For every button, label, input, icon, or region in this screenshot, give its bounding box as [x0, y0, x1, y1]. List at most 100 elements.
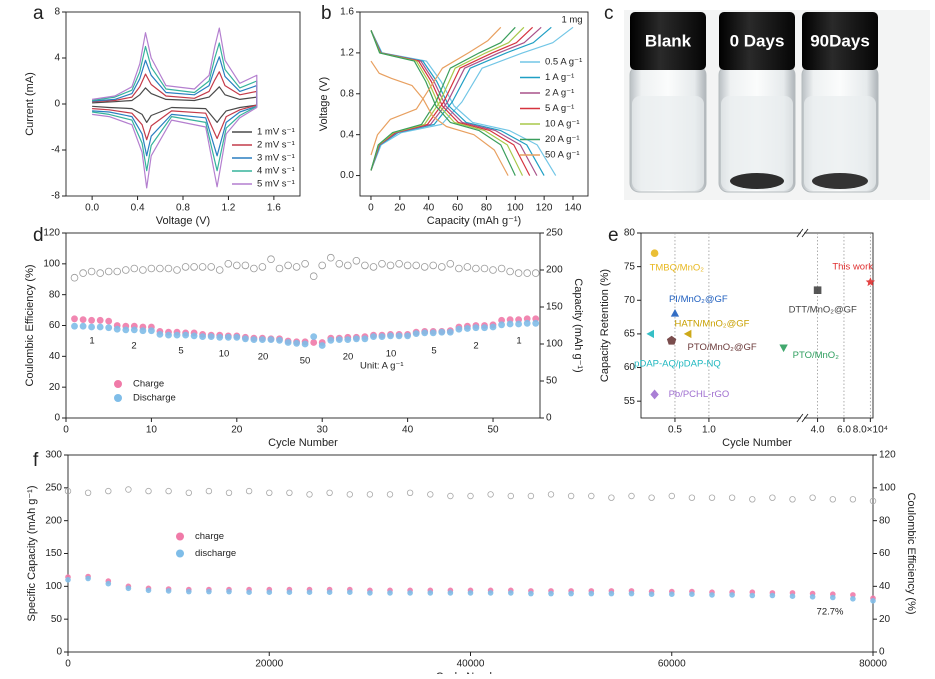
legend-swatch [176, 532, 184, 541]
data-point [528, 590, 534, 597]
y-axis-title: Specific Capacity (mAh g⁻¹) [26, 485, 38, 621]
x-tick-label: 1.0 [702, 425, 716, 436]
data-point [335, 336, 343, 343]
data-point [447, 590, 454, 596]
y2-axis-title: Capacity (mAh g⁻¹) [572, 278, 584, 372]
data-point [88, 323, 95, 331]
y-tick-label: 0 [56, 647, 62, 658]
y-tick-label: 0.0 [340, 170, 354, 181]
data-point [809, 494, 816, 501]
y-tick-label: 250 [45, 482, 62, 493]
data-point [105, 580, 112, 587]
data-point [472, 264, 480, 273]
data-point [156, 264, 164, 273]
data-point [147, 264, 156, 273]
vial-liquid [804, 96, 876, 190]
data-point [292, 263, 301, 271]
data-point [421, 329, 429, 337]
data-point [489, 323, 497, 331]
data-point [293, 339, 300, 347]
data-point [480, 264, 489, 273]
vial-cap [630, 12, 706, 70]
data-point [849, 496, 857, 503]
data-point [406, 489, 414, 496]
y-tick-label: 60 [49, 320, 61, 331]
data-point [548, 590, 554, 597]
data-point [181, 263, 190, 271]
data-point [869, 497, 877, 505]
data-point [224, 259, 233, 268]
vial-liquid [632, 96, 704, 190]
data-point [275, 264, 284, 273]
series-line [370, 26, 574, 176]
data-point [769, 494, 776, 501]
data-point [361, 335, 369, 343]
data-point [438, 328, 446, 336]
data-point [185, 489, 192, 496]
data-point [301, 340, 309, 348]
data-point [125, 585, 132, 592]
data-point [84, 489, 92, 496]
data-point [199, 333, 207, 340]
photo: Blank 0 Days 90Days [624, 10, 930, 200]
data-point [487, 491, 494, 498]
y-tick-label: 0.8 [340, 88, 354, 99]
data-point [113, 267, 121, 276]
annotation: 50 [300, 356, 311, 367]
data-point [709, 592, 715, 598]
annotation: 72.7% [817, 607, 844, 618]
y2-tick-label: 50 [546, 376, 558, 387]
data-point [588, 590, 595, 597]
data-point [378, 333, 386, 340]
legend-label: discharge [195, 548, 236, 559]
y-tick-label: 0 [54, 413, 60, 424]
data-point [708, 494, 716, 501]
data-point [669, 591, 675, 597]
data-point [650, 249, 659, 257]
data-point [353, 335, 360, 343]
data-point [404, 332, 411, 340]
data-point [215, 266, 224, 274]
data-point [427, 491, 434, 498]
data-point [395, 332, 403, 340]
data-point [64, 487, 72, 495]
data-point [507, 492, 514, 500]
data-point [497, 264, 506, 273]
data-point [267, 336, 275, 343]
data-point [427, 590, 434, 596]
data-point [190, 332, 198, 340]
x-tick-label: 0 [63, 425, 69, 436]
vial-liquid [721, 96, 793, 190]
data-point [318, 342, 326, 349]
data-point [608, 494, 615, 501]
y-tick-label: 70 [624, 295, 636, 306]
data-point [429, 329, 437, 337]
panel-label: f [33, 450, 39, 471]
axis-break-mark [796, 228, 804, 238]
y-tick-label: 150 [45, 548, 62, 559]
data-point [809, 594, 816, 600]
data-point [367, 590, 373, 596]
data-point [568, 590, 574, 597]
data-point [829, 496, 836, 503]
data-point [506, 320, 514, 328]
data-point [683, 329, 692, 339]
point-label: PTO/MnO₂@GF [688, 342, 757, 353]
data-point [70, 273, 79, 282]
data-point [148, 327, 155, 335]
y2-axis-title: Coulombic Efficiency (%) [905, 492, 917, 614]
x-tick-label: 0.0 [85, 203, 99, 214]
data-point [267, 255, 275, 264]
y-tick-label: 200 [45, 515, 62, 526]
x-tick-label: 0.8 [176, 203, 190, 214]
data-point [403, 261, 412, 270]
data-point [487, 590, 494, 596]
data-point [306, 491, 313, 498]
data-point [547, 491, 555, 498]
legend-swatch [114, 380, 122, 388]
data-point [85, 575, 91, 582]
data-point [206, 588, 212, 595]
data-point [165, 588, 172, 594]
x-axis-title: Cycle Number [268, 437, 338, 449]
